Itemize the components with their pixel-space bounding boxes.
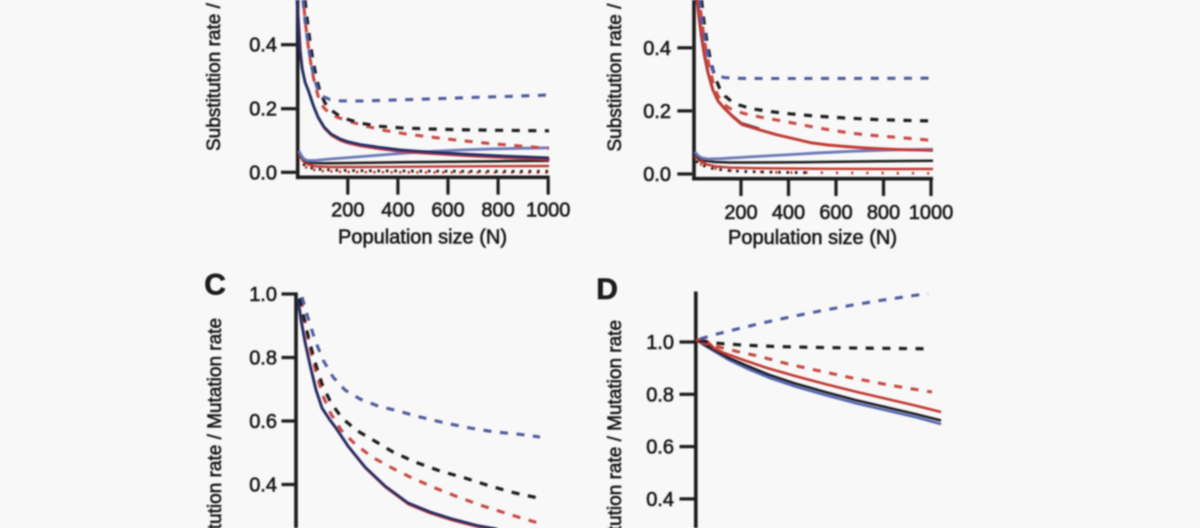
svg-text:0.4: 0.4 [249, 35, 277, 57]
svg-text:1000: 1000 [526, 200, 571, 222]
svg-text:0.4: 0.4 [249, 475, 277, 497]
svg-text:600: 600 [431, 200, 464, 222]
svg-text:600: 600 [819, 202, 852, 224]
svg-text:1.0: 1.0 [249, 284, 277, 306]
svg-text:800: 800 [481, 200, 514, 222]
svg-text:0.4: 0.4 [646, 489, 674, 511]
svg-text:0.2: 0.2 [249, 99, 277, 121]
svg-text:Substitution rate / Mutation r: Substitution rate / Mutation rate [605, 320, 626, 528]
svg-text:800: 800 [867, 202, 900, 224]
svg-text:Substitution rate / Mutation r: Substitution rate / Mutation rate [204, 0, 225, 151]
svg-text:0.8: 0.8 [646, 384, 674, 406]
svg-text:D: D [596, 273, 618, 306]
svg-text:0.0: 0.0 [249, 162, 277, 184]
svg-text:C: C [204, 269, 226, 302]
svg-text:0.0: 0.0 [643, 164, 671, 186]
svg-text:0.4: 0.4 [643, 38, 671, 60]
svg-text:Substitution rate / Mutation r: Substitution rate / Mutation rate [205, 318, 226, 528]
svg-text:Population size (N): Population size (N) [338, 227, 507, 249]
svg-text:0.6: 0.6 [249, 411, 277, 433]
svg-text:0.8: 0.8 [249, 348, 277, 370]
svg-text:400: 400 [381, 200, 414, 222]
svg-text:Substitution rate / Mutation r: Substitution rate / Mutation rate [605, 0, 626, 152]
svg-text:0.6: 0.6 [646, 437, 674, 459]
svg-text:200: 200 [724, 202, 757, 224]
svg-text:1000: 1000 [909, 202, 954, 224]
svg-text:200: 200 [331, 200, 364, 222]
svg-text:1.0: 1.0 [646, 332, 674, 354]
svg-text:400: 400 [772, 202, 805, 224]
svg-text:Population size (N): Population size (N) [728, 227, 897, 249]
svg-text:0.2: 0.2 [643, 101, 671, 123]
